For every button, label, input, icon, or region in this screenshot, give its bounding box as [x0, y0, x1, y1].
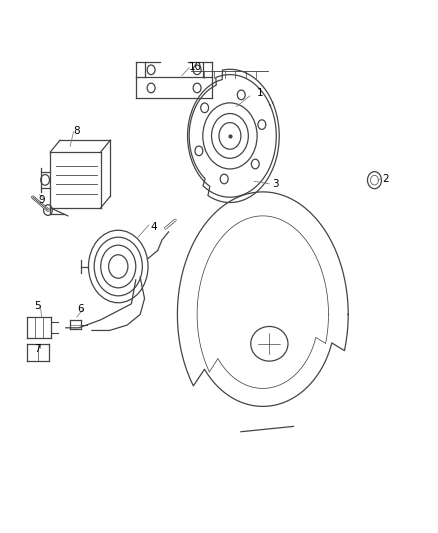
Text: 10: 10 [188, 62, 201, 71]
Text: 6: 6 [78, 304, 85, 314]
Text: 7: 7 [34, 344, 41, 354]
Text: 3: 3 [272, 179, 279, 189]
Text: 1: 1 [257, 88, 264, 98]
Text: 4: 4 [150, 222, 157, 231]
Text: 5: 5 [34, 302, 41, 311]
Text: 8: 8 [73, 126, 80, 135]
Text: 9: 9 [38, 195, 45, 205]
Text: 2: 2 [382, 174, 389, 183]
